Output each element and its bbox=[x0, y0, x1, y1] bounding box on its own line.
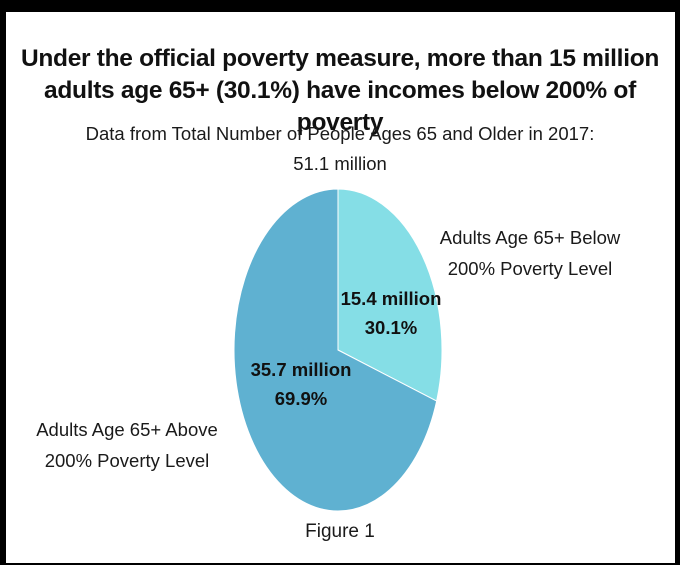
figure-caption: Figure 1 bbox=[305, 521, 375, 542]
slice-label-above-percent: 69.9% bbox=[275, 388, 327, 409]
pie-slice-below-200 bbox=[337, 188, 443, 402]
subtitle-line-2: 51.1 million bbox=[293, 153, 387, 174]
legend-below-line-1: Adults Age 65+ Below bbox=[440, 227, 621, 248]
legend-above-line-2: 200% Poverty Level bbox=[45, 450, 210, 471]
chart-title: Under the official poverty measure, more… bbox=[20, 45, 660, 136]
pie-slice-above-200 bbox=[233, 188, 438, 512]
slice-label-below-value: 15.4 million bbox=[341, 288, 442, 309]
slice-label-below-percent: 30.1% bbox=[365, 317, 417, 338]
legend-below-line-2: 200% Poverty Level bbox=[448, 258, 613, 279]
chart-subtitle: Data from Total Number of People Ages 65… bbox=[10, 119, 670, 179]
subtitle-line-1: Data from Total Number of People Ages 65… bbox=[85, 123, 595, 144]
pie-slices bbox=[233, 188, 443, 512]
legend-above-line-1: Adults Age 65+ Above bbox=[36, 419, 218, 440]
slice-label-above-value: 35.7 million bbox=[251, 359, 352, 380]
